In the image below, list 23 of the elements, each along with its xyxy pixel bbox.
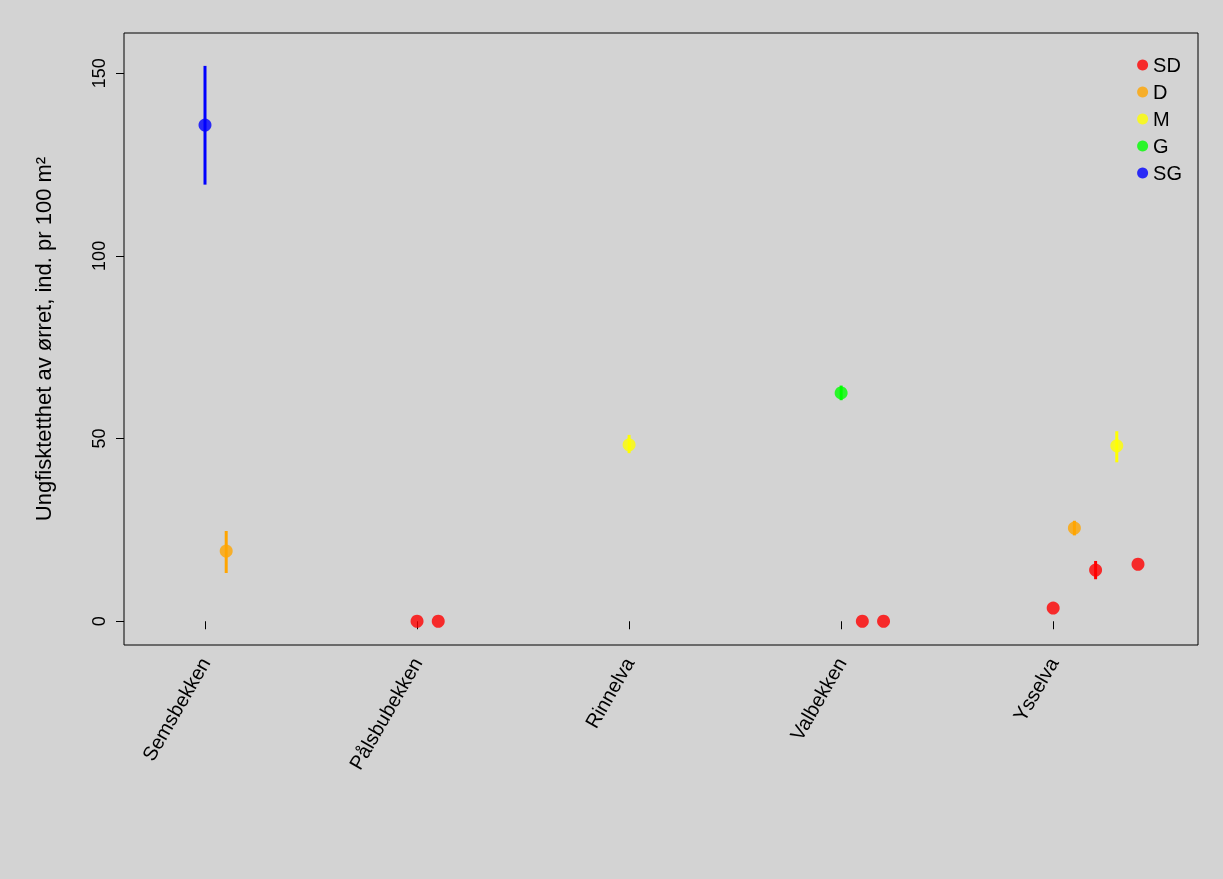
point <box>834 386 848 400</box>
point <box>198 118 212 132</box>
y-tick-label: 100 <box>89 240 109 271</box>
legend-label: D <box>1153 81 1168 103</box>
point <box>1067 521 1081 535</box>
y-tick-label: 150 <box>89 58 109 89</box>
point <box>219 544 233 558</box>
point <box>1131 557 1145 571</box>
legend-label: M <box>1153 108 1170 130</box>
point <box>622 438 636 452</box>
legend-label: SD <box>1153 54 1181 76</box>
y-tick-label: 0 <box>89 616 109 627</box>
point <box>431 614 445 628</box>
point <box>410 614 424 628</box>
point <box>1046 601 1060 615</box>
point <box>855 614 869 628</box>
point <box>1110 439 1124 453</box>
point <box>1089 563 1103 577</box>
point <box>877 614 891 628</box>
legend-label: SG <box>1153 162 1183 184</box>
y-axis-title: Ungfisktetthet av ørret, ind. pr 100 m² <box>30 156 56 522</box>
legend-label: G <box>1153 135 1169 157</box>
y-tick-label: 50 <box>89 428 109 449</box>
